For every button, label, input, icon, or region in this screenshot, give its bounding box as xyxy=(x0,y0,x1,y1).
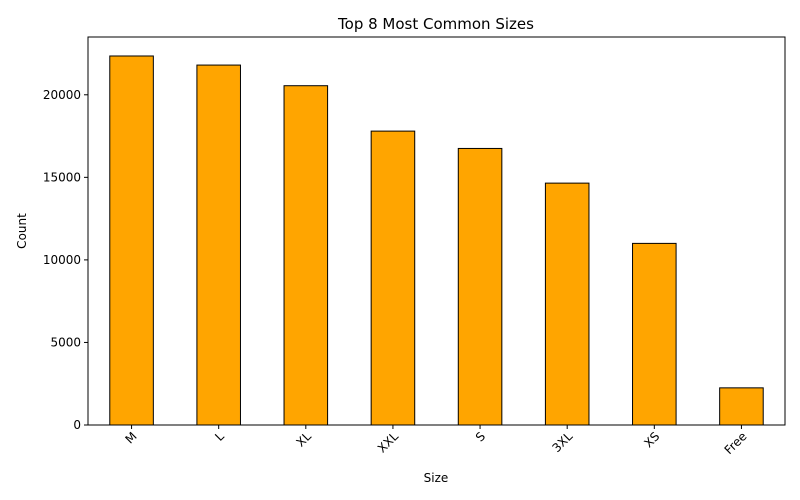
bars-group xyxy=(109,55,764,426)
x-axis-ticks: M L XL XXL S 3XL XS Free xyxy=(122,425,750,457)
y-tick-label: 5000 xyxy=(50,335,81,349)
bar-s xyxy=(457,147,503,426)
x-tick-label: Free xyxy=(722,429,750,457)
bar-xl xyxy=(283,85,329,426)
x-tick-label: 3XL xyxy=(549,429,575,455)
bar-xxl xyxy=(370,130,416,426)
x-tick-label: XL xyxy=(293,429,314,450)
bar-m xyxy=(109,55,154,426)
x-tick-label: XS xyxy=(641,429,662,450)
bar-3xl xyxy=(544,182,590,426)
y-axis-ticks: 0 5000 10000 15000 20000 xyxy=(43,88,88,432)
y-tick-label: 10000 xyxy=(43,253,81,267)
bar-l xyxy=(196,64,241,426)
bar-xs xyxy=(632,242,677,426)
y-tick-label: 20000 xyxy=(43,88,81,102)
x-tick-label: L xyxy=(212,429,227,444)
x-tick-label: XXL xyxy=(375,429,401,455)
y-tick-label: 0 xyxy=(73,418,81,432)
x-tick-label: M xyxy=(122,429,139,446)
y-axis-label: Count xyxy=(15,213,29,249)
plot-frame xyxy=(87,36,786,426)
chart-title: Top 8 Most Common Sizes xyxy=(337,15,534,33)
y-tick-label: 15000 xyxy=(43,170,81,184)
bar-free xyxy=(719,387,764,426)
x-axis-label: Size xyxy=(424,471,449,485)
x-tick-label: S xyxy=(473,429,488,444)
